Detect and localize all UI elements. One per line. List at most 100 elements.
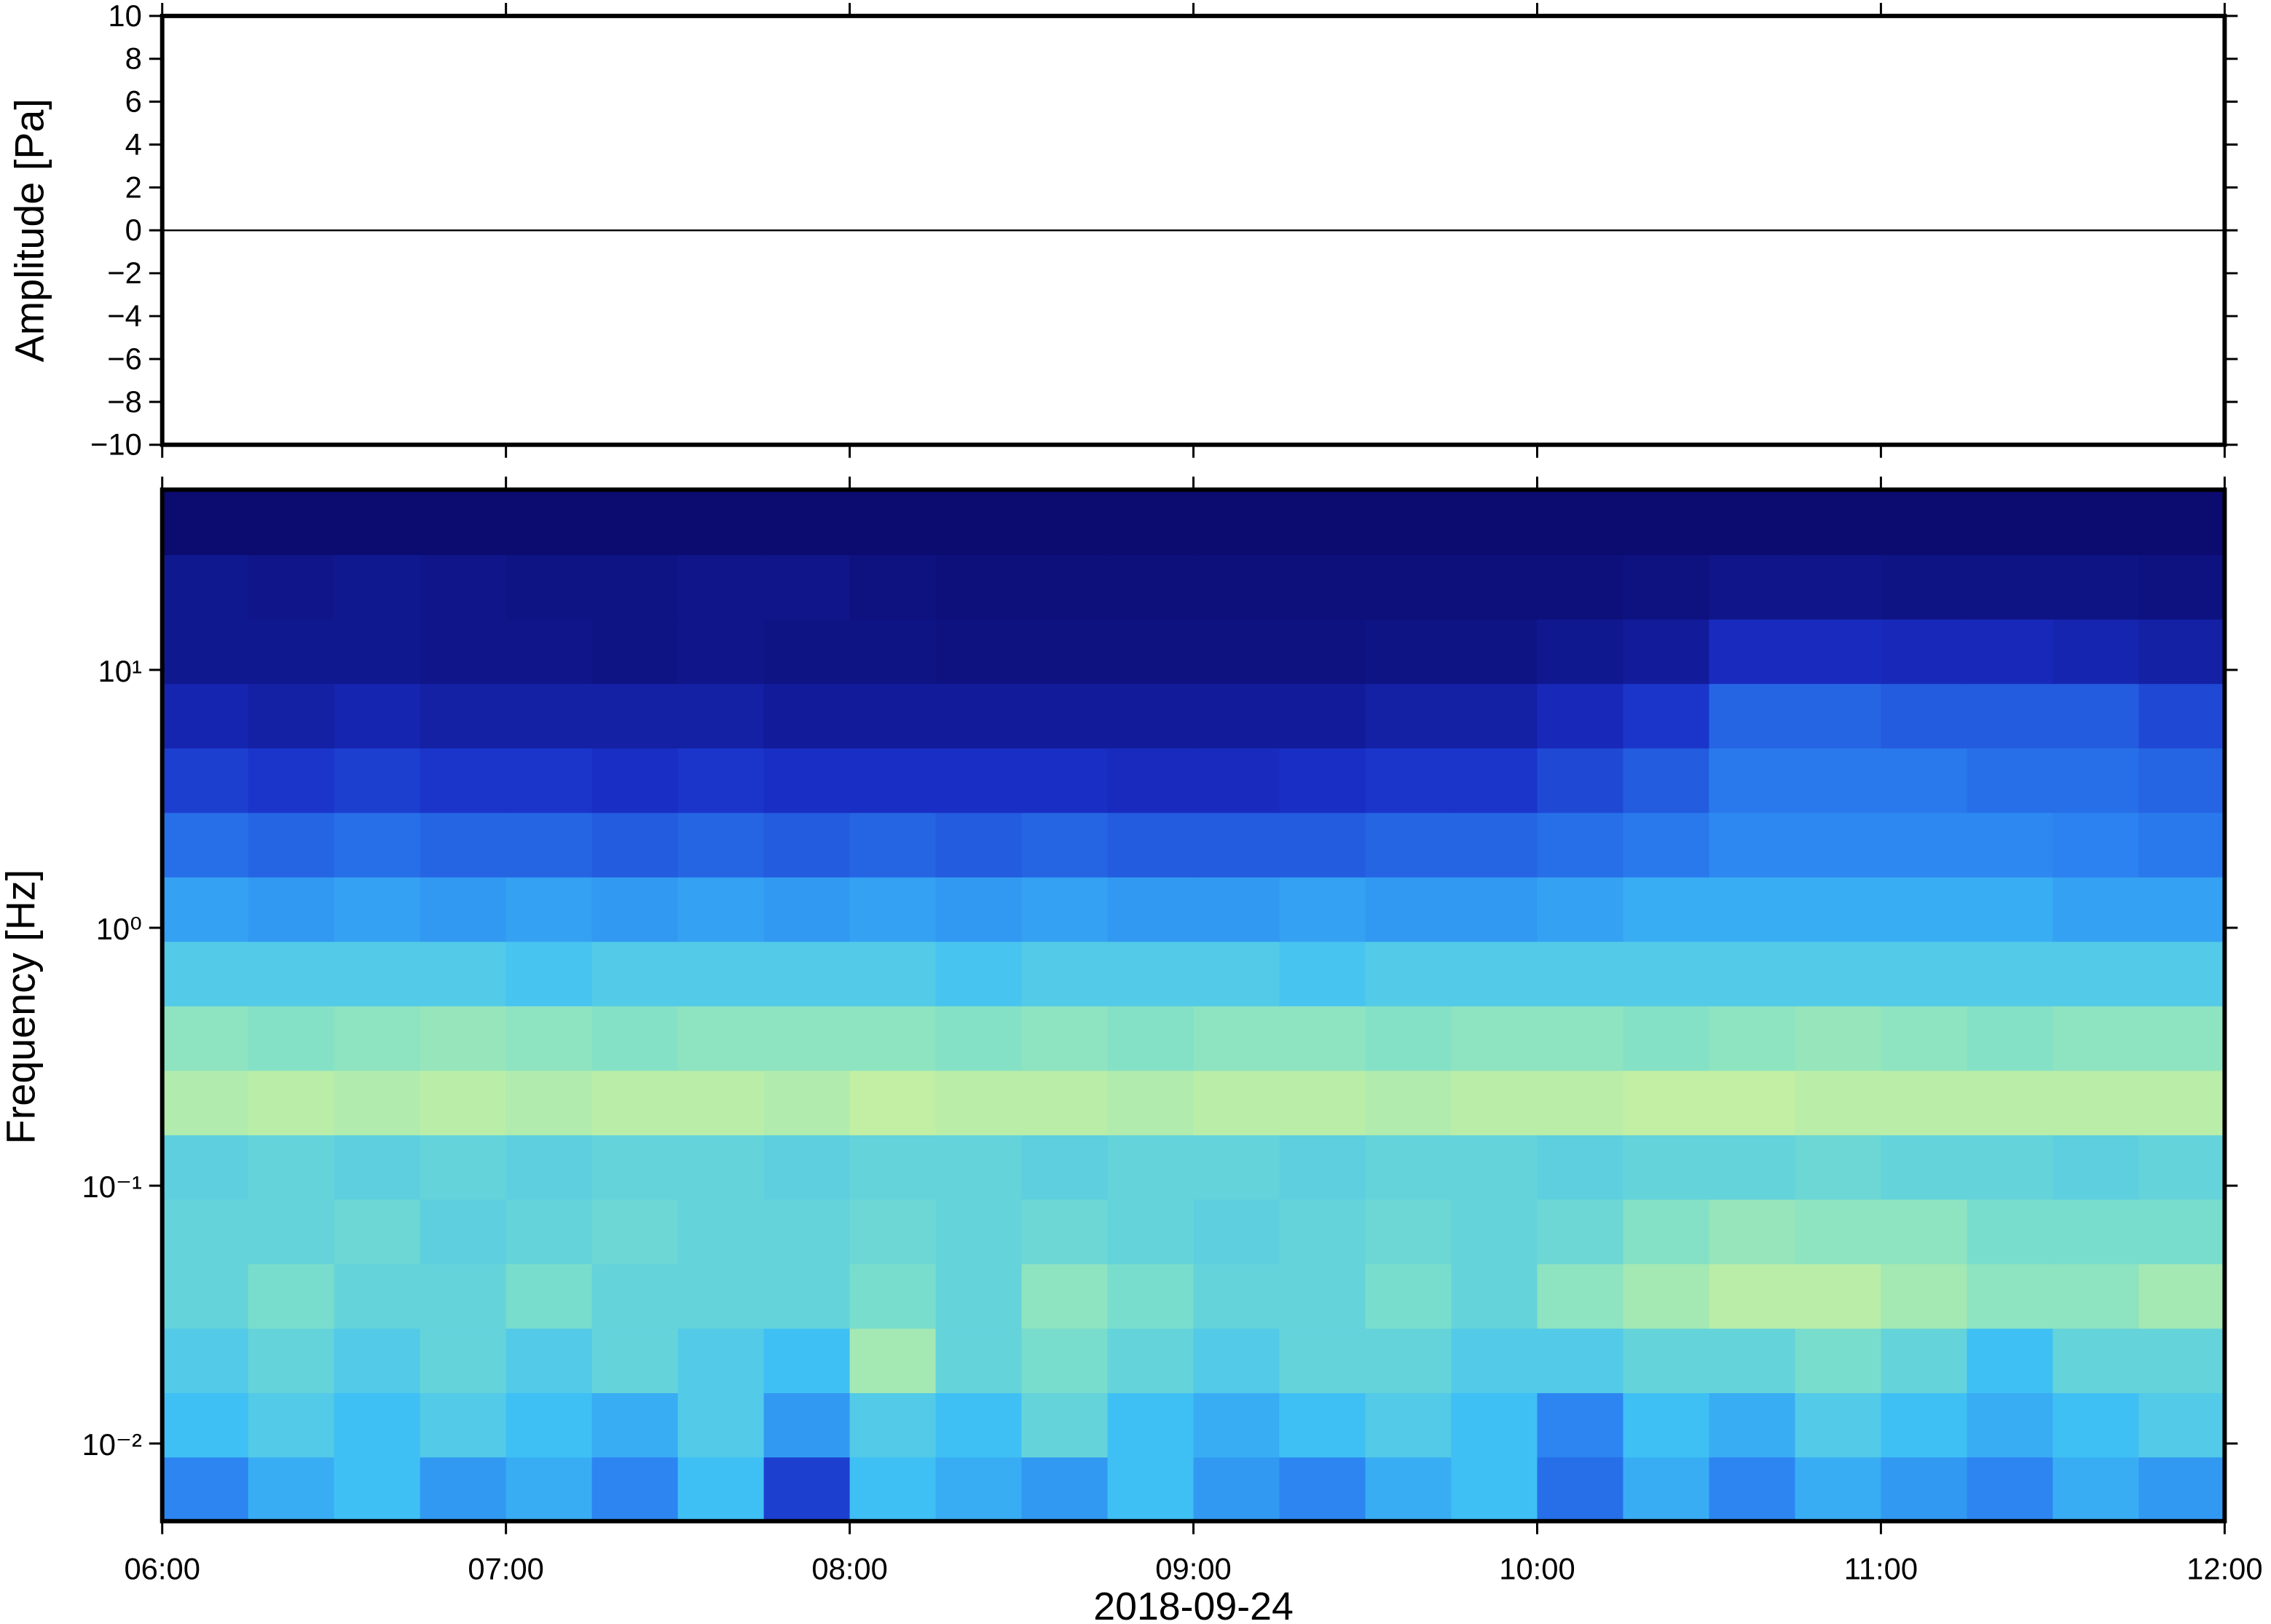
- spectrogram-cell: [1881, 812, 1968, 878]
- spectrogram-cell: [763, 682, 851, 749]
- spectrogram-cell: [1709, 1199, 1796, 1264]
- spectrogram-cell: [849, 1457, 937, 1522]
- spectrogram-cell: [1279, 1199, 1366, 1264]
- spectrogram-cell: [677, 1134, 765, 1200]
- spectrogram-cell: [1107, 1263, 1194, 1329]
- spectrogram-cell: [677, 618, 765, 685]
- spectrogram-cell: [1881, 489, 1968, 556]
- spectrogram-cell: [1107, 876, 1194, 942]
- y-tick-label: 0: [125, 213, 142, 247]
- spectrogram-cell: [1279, 553, 1366, 620]
- spectrogram-cell: [1537, 1134, 1624, 1200]
- spectrogram-cell: [2138, 1005, 2226, 1071]
- spectrogram-cell: [2138, 1199, 2226, 1264]
- spectrogram-cell: [248, 941, 335, 1006]
- spectrogram-cell: [1623, 876, 1710, 942]
- spectrogram-cell: [1279, 1134, 1366, 1200]
- spectrogram-cell: [1451, 1199, 1538, 1264]
- spectrogram-cell: [591, 1134, 679, 1200]
- spectrogram-cell: [505, 1005, 593, 1071]
- spectrogram-cell: [248, 1392, 335, 1458]
- spectrogram-cell: [763, 553, 851, 620]
- y-tick-label: −6: [107, 342, 142, 376]
- spectrogram-cell: [162, 489, 249, 556]
- spectrogram-cell: [420, 1392, 507, 1458]
- spectrogram-cell: [1881, 1457, 1968, 1522]
- spectrogram-cell: [1107, 1199, 1194, 1264]
- spectrogram-cell: [591, 812, 679, 878]
- spectrogram-cell: [2138, 812, 2226, 878]
- spectrogram-cell: [2138, 1263, 2226, 1329]
- spectrogram-cell: [935, 812, 1023, 878]
- x-tick-label: 10:00: [1499, 1551, 1575, 1585]
- spectrogram-cell: [849, 941, 937, 1006]
- spectrogram-cell: [677, 1199, 765, 1264]
- spectrogram-cell: [505, 941, 593, 1006]
- spectrogram-cell: [420, 1457, 507, 1522]
- spectrogram-cell: [1709, 1134, 1796, 1200]
- spectrogram-cell: [1967, 1005, 2054, 1071]
- spectrogram-cell: [1709, 1328, 1796, 1394]
- spectrogram-cell: [248, 618, 335, 685]
- spectrogram-cell: [420, 1134, 507, 1200]
- spectrogram-cell: [1537, 1392, 1624, 1458]
- spectrogram-cell: [1107, 747, 1194, 813]
- spectrogram-cell: [1279, 618, 1366, 685]
- spectrogram-cell: [1967, 1457, 2054, 1522]
- spectrogram-cell: [162, 1392, 249, 1458]
- spectrogram-cell: [505, 1392, 593, 1458]
- spectrogram-cell: [1709, 618, 1796, 685]
- spectrogram-cell: [677, 682, 765, 749]
- spectrogram-cell: [1107, 1070, 1194, 1135]
- spectrogram-cell: [591, 941, 679, 1006]
- spectrogram-cell: [334, 553, 421, 620]
- spectrogram-cell: [849, 489, 937, 556]
- spectrogram-cell: [248, 1328, 335, 1394]
- y-tick-label: 10⁻¹: [82, 1170, 142, 1204]
- spectrogram-cell: [763, 941, 851, 1006]
- spectrogram-cell: [1537, 1005, 1624, 1071]
- spectrogram-cell: [935, 489, 1023, 556]
- spectrogram-cell: [1967, 553, 2054, 620]
- spectrogram-cell: [334, 1070, 421, 1135]
- spectrogram-cell: [1021, 618, 1109, 685]
- spectrogram-cell: [591, 618, 679, 685]
- spectrogram-cell: [935, 682, 1023, 749]
- spectrogram-cell: [1623, 489, 1710, 556]
- spectrogram-cell: [248, 1134, 335, 1200]
- spectrogram-cell: [1107, 553, 1194, 620]
- spectrogram-cell: [1451, 682, 1538, 749]
- spectrogram-cell: [763, 1328, 851, 1394]
- spectrogram-cell: [248, 1070, 335, 1135]
- spectrogram-cell: [677, 812, 765, 878]
- spectrogram-cell: [1365, 1134, 1452, 1200]
- spectrogram-cell: [2052, 1457, 2140, 1522]
- spectrogram-cell: [1795, 1457, 1882, 1522]
- spectrogram-cell: [763, 489, 851, 556]
- spectrogram-cell: [677, 553, 765, 620]
- spectrogram-cell: [1451, 876, 1538, 942]
- spectrogram-cell: [420, 876, 507, 942]
- spectrogram-cell: [935, 1070, 1023, 1135]
- x-tick-label: 11:00: [1844, 1551, 1918, 1585]
- spectrogram-cell: [1279, 812, 1366, 878]
- spectrogram-cell: [248, 1457, 335, 1522]
- spectrogram-cell: [1623, 1199, 1710, 1264]
- spectrogram-cell: [677, 1070, 765, 1135]
- spectrogram-cell: [1967, 1392, 2054, 1458]
- spectrogram-cell: [1623, 1134, 1710, 1200]
- spectrogram-cell: [334, 1134, 421, 1200]
- spectrogram-cell: [420, 941, 507, 1006]
- spectrogram-cell: [1193, 812, 1280, 878]
- spectrogram-cell: [1365, 1328, 1452, 1394]
- spectrogram-cell: [935, 941, 1023, 1006]
- spectrogram-cell: [1279, 1457, 1366, 1522]
- spectrogram-cell: [334, 1328, 421, 1394]
- spectrogram-cell: [1881, 1070, 1968, 1135]
- spectrogram-cell: [1365, 1070, 1452, 1135]
- spectrogram-cell: [1537, 1263, 1624, 1329]
- spectrogram-cell: [591, 1392, 679, 1458]
- spectrogram-cell: [1451, 1392, 1538, 1458]
- spectrogram-cell: [1623, 553, 1710, 620]
